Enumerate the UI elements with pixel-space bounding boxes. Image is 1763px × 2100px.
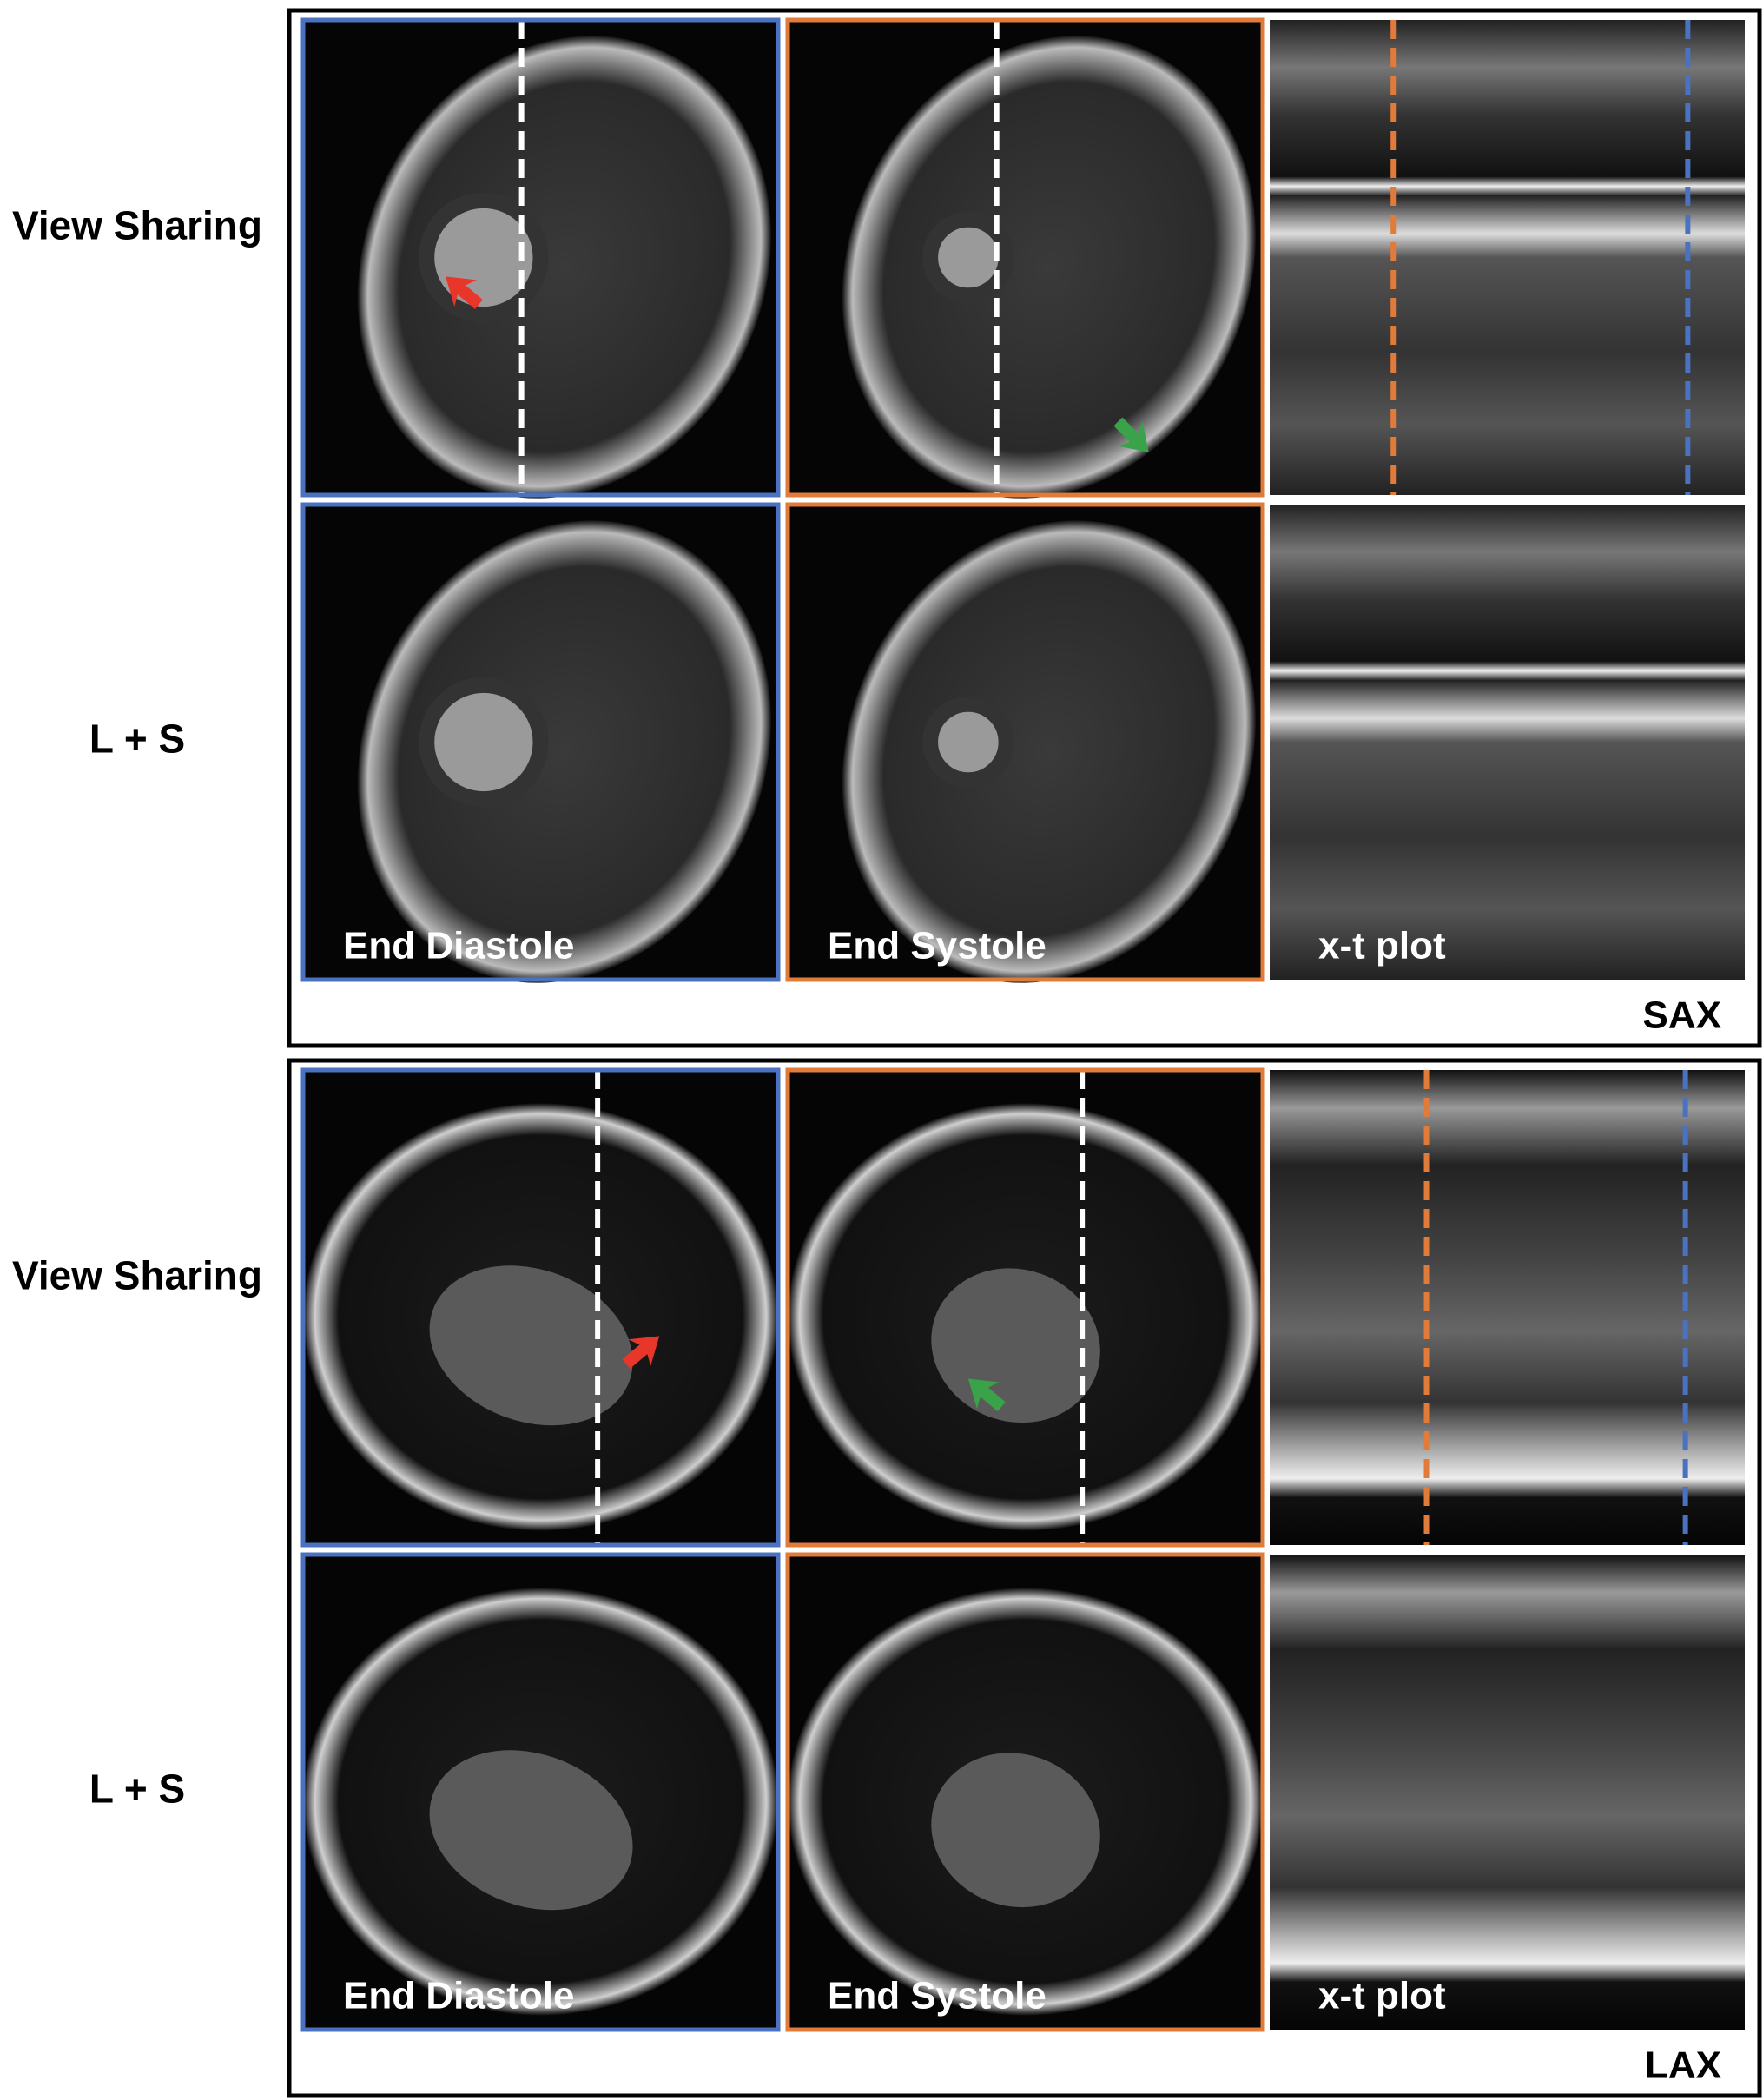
row-label: L + S bbox=[89, 1767, 185, 1812]
xt-plot bbox=[1270, 20, 1745, 495]
arrow bbox=[967, 1378, 1006, 1412]
xt-plot bbox=[1270, 1555, 1745, 2030]
image-cell: End Systole bbox=[785, 1552, 1265, 2032]
row-label: View Sharing bbox=[12, 203, 262, 248]
image-cell: End Diastole bbox=[300, 1552, 781, 2032]
xt-plot bbox=[1270, 1070, 1745, 1545]
image-cell: x-t plot bbox=[1270, 505, 1745, 980]
image-cell: x-t plot bbox=[1270, 1555, 1745, 2030]
ventricle bbox=[922, 696, 1014, 789]
ventricle bbox=[922, 211, 1014, 304]
anatomy bbox=[842, 520, 1256, 983]
xt-plot bbox=[1270, 505, 1745, 980]
image-cell: End Systole bbox=[785, 502, 1265, 983]
arrow bbox=[446, 276, 483, 309]
image-border bbox=[300, 1067, 781, 1548]
image-caption: x-t plot bbox=[1318, 925, 1446, 967]
panel-frame bbox=[287, 8, 1762, 1048]
heart bbox=[429, 1265, 633, 1426]
image-border bbox=[785, 1552, 1265, 2032]
image-cell bbox=[785, 17, 1265, 499]
heart bbox=[931, 1753, 1100, 1908]
arrow bbox=[622, 1336, 660, 1369]
image-cell bbox=[300, 17, 781, 499]
ventricle bbox=[419, 677, 549, 808]
anatomy bbox=[357, 520, 771, 983]
panel-frame bbox=[287, 1058, 1762, 2098]
image-caption: x-t plot bbox=[1318, 1975, 1446, 2017]
image-border bbox=[300, 502, 781, 982]
image-border bbox=[785, 17, 1265, 498]
panel-label: LAX bbox=[1645, 2044, 1721, 2087]
image-caption: End Systole bbox=[828, 925, 1047, 967]
image-caption: End Diastole bbox=[343, 1975, 575, 2017]
row-label: L + S bbox=[89, 717, 185, 762]
image-border bbox=[785, 502, 1265, 982]
image-border bbox=[300, 1552, 781, 2032]
image-cell bbox=[1270, 20, 1745, 495]
anatomy bbox=[842, 36, 1256, 499]
image-border bbox=[785, 1067, 1265, 1548]
panel-label: SAX bbox=[1643, 994, 1721, 1037]
image-caption: End Diastole bbox=[343, 925, 575, 967]
image-cell bbox=[1270, 1070, 1745, 1545]
arrow bbox=[1113, 417, 1149, 452]
image-cell bbox=[300, 1067, 781, 1548]
row-label: View Sharing bbox=[12, 1253, 262, 1298]
heart bbox=[429, 1750, 633, 1911]
image-border bbox=[300, 17, 781, 498]
image-caption: End Systole bbox=[828, 1975, 1047, 2017]
image-cell: End Diastole bbox=[300, 502, 781, 983]
anatomy bbox=[357, 36, 771, 499]
image-cell bbox=[785, 1067, 1265, 1548]
